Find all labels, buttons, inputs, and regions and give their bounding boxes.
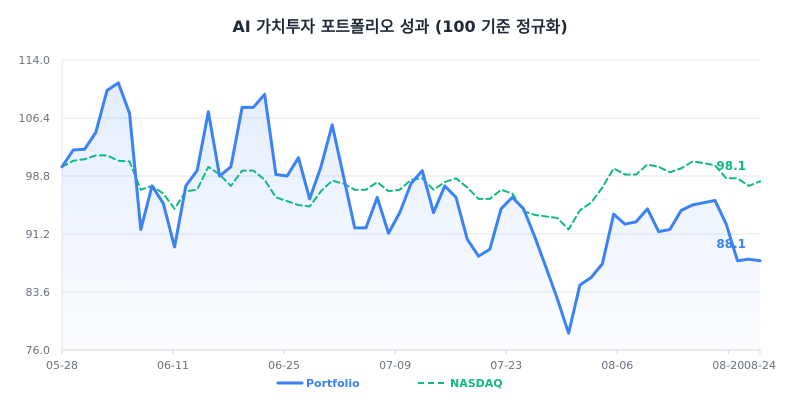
legend-label-nasdaq: NASDAQ xyxy=(450,377,503,390)
series-line-nasdaq xyxy=(61,154,761,231)
y-tick-label: 76.0 xyxy=(26,344,51,357)
data-labels: 88.1 98.1 xyxy=(716,159,746,251)
legend-item-nasdaq[interactable]: NASDAQ xyxy=(418,377,503,390)
series-line-portfolio xyxy=(60,81,762,335)
x-tick-label: 08-06 xyxy=(601,359,633,372)
y-tick-label: 114.0 xyxy=(19,54,51,67)
series-layer xyxy=(60,81,762,350)
legend-item-portfolio[interactable]: Portfolio xyxy=(276,377,360,390)
y-tick-label: 106.4 xyxy=(19,112,51,125)
portfolio-end-label: 88.1 xyxy=(716,237,746,251)
legend[interactable]: Portfolio NASDAQ xyxy=(276,377,503,390)
portfolio-area xyxy=(62,82,760,350)
legend-label-portfolio: Portfolio xyxy=(306,377,360,390)
y-tick-label: 91.2 xyxy=(26,228,51,241)
y-tick-label: 98.8 xyxy=(26,170,51,183)
x-tick-label: 06-25 xyxy=(268,359,300,372)
x-tick-label: 07-23 xyxy=(490,359,522,372)
chart-title: AI 가치투자 포트폴리오 성과 (100 기준 정규화) xyxy=(232,17,567,36)
x-tick-label: 08-24 xyxy=(744,359,776,372)
x-tick-label: 07-09 xyxy=(379,359,411,372)
nasdaq-end-label: 98.1 xyxy=(716,159,746,173)
x-tick-label: 05-28 xyxy=(46,359,78,372)
x-tick-label: 08-20 xyxy=(712,359,744,372)
y-tick-label: 83.6 xyxy=(26,286,51,299)
x-tick-label: 06-11 xyxy=(157,359,189,372)
